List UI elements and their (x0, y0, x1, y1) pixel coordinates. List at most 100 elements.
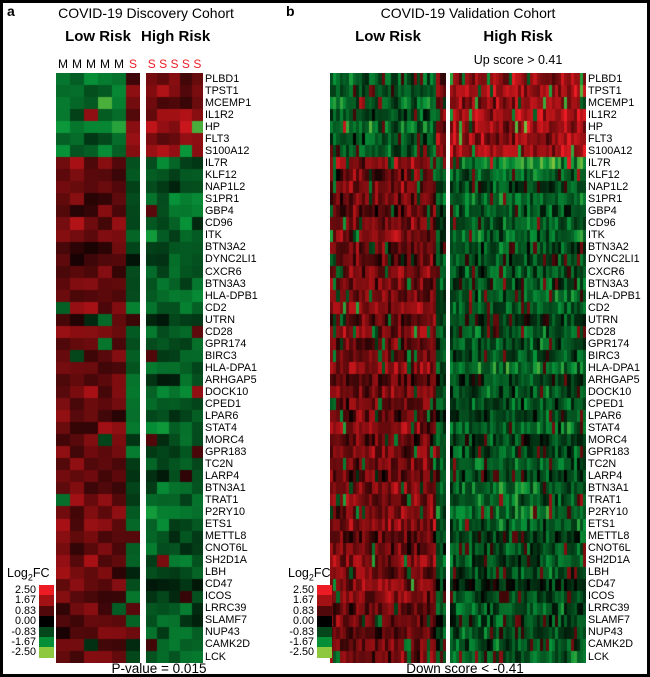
gene-label-birc3: BIRC3 (205, 349, 237, 362)
validation-low-risk-heatmap (330, 73, 446, 663)
validation-high-risk-heatmap (450, 73, 586, 663)
gene-label-tc2n: TC2N (205, 458, 234, 471)
gene-label-hla-dpa1: HLA-DPA1 (588, 361, 641, 374)
panel-b-low-risk-label: Low Risk (355, 28, 421, 45)
gene-label-flt3: FLT3 (588, 133, 613, 146)
legend-color-block (39, 605, 54, 617)
gene-label-nap1l2: NAP1L2 (205, 181, 246, 194)
gene-label-ets1: ETS1 (588, 518, 616, 531)
gene-label-cd28: CD28 (588, 325, 616, 338)
gene-label-cd96: CD96 (205, 217, 233, 230)
legend-tick-label: 0.00 (14, 615, 36, 628)
gene-label-mettl8: METTL8 (588, 530, 630, 543)
gene-label-cd47: CD47 (205, 578, 233, 591)
legend-tick-label: -0.83 (11, 625, 36, 638)
panel-b-legend-colorbar (317, 585, 332, 658)
panel-b-up-score-annotation: Up score > 0.41 (473, 53, 563, 67)
gene-label-larp4: LARP4 (588, 470, 623, 483)
gene-label-cd96: CD96 (588, 217, 616, 230)
gene-label-cd28: CD28 (205, 325, 233, 338)
discovery-low-risk-heatmap (56, 73, 140, 663)
gene-label-stat4: STAT4 (205, 421, 237, 434)
gene-label-sh2d1a: SH2D1A (588, 554, 631, 567)
gene-label-slamf7: SLAMF7 (205, 614, 248, 627)
legend-tick-label: -0.83 (289, 625, 314, 638)
gene-label-s1pr1: S1PR1 (205, 193, 240, 206)
gene-label-lrrc39: LRRC39 (588, 602, 630, 615)
panel-b-legend-title: Log2FC (288, 566, 331, 583)
gene-label-slamf7: SLAMF7 (588, 614, 631, 627)
gene-label-arhgap5: ARHGAP5 (205, 373, 257, 386)
legend-color-block (39, 585, 54, 596)
panel-a-letter: a (7, 3, 15, 19)
gene-label-dock10: DOCK10 (588, 385, 632, 398)
gene-label-btn3a1: BTN3A1 (588, 482, 629, 495)
discovery-high-risk-heatmap (146, 73, 203, 663)
gene-label-trat1: TRAT1 (205, 494, 239, 507)
panel-a-pvalue: P-value = 0.015 (111, 661, 207, 676)
sample-label-m: M (72, 57, 82, 71)
gene-label-lpar6: LPAR6 (588, 409, 622, 422)
gene-label-hp: HP (205, 121, 220, 134)
legend-color-block (39, 595, 54, 606)
legend-color-block (39, 616, 54, 627)
gene-label-btn3a2: BTN3A2 (205, 241, 246, 254)
gene-label-cxcr6: CXCR6 (205, 265, 242, 278)
gene-label-plbd1: PLBD1 (588, 73, 623, 86)
gene-label-ets1: ETS1 (205, 518, 233, 531)
gene-label-morc4: MORC4 (588, 433, 627, 446)
gene-label-lbh: LBH (205, 566, 227, 579)
gene-label-dock10: DOCK10 (205, 385, 249, 398)
gene-label-birc3: BIRC3 (588, 349, 620, 362)
panel-a-legend-colorbar (39, 585, 54, 658)
legend-tick-label: 0.00 (292, 615, 314, 628)
sample-label-m: M (86, 57, 96, 71)
gene-label-il7r: IL7R (205, 157, 228, 170)
gene-label-itk: ITK (205, 229, 222, 242)
gene-label-hp: HP (588, 121, 603, 134)
gene-label-btn3a2: BTN3A2 (588, 241, 629, 254)
panel-b-letter: b (286, 3, 295, 19)
gene-label-flt3: FLT3 (205, 133, 230, 146)
gene-label-lck: LCK (588, 650, 610, 663)
gene-label-dync2li1: DYNC2LI1 (588, 253, 640, 266)
gene-label-tpst1: TPST1 (205, 85, 239, 98)
panel-a-title: COVID-19 Discovery Cohort (58, 5, 234, 21)
gene-label-gpr183: GPR183 (205, 445, 247, 458)
gene-label-gpr183: GPR183 (588, 445, 630, 458)
legend-color-block (317, 595, 332, 606)
legend-tick-label: -1.67 (289, 635, 314, 648)
legend-tick-label: 1.67 (14, 594, 36, 607)
panel-b-gene-labels: PLBD1 TPST1 MCEMP1 IL1R2 HP FLT3 S100A12 IL7R KL… (588, 73, 647, 663)
gene-label-camk2d: CAMK2D (205, 638, 250, 651)
gene-label-hla-dpb1: HLA-DPB1 (588, 289, 641, 302)
legend-title-suffix: FC (32, 566, 50, 580)
legend-title-suffix: FC (313, 566, 331, 580)
gene-label-gpr174: GPR174 (205, 337, 247, 350)
panel-b-legend-ticks: 2.50 1.67 0.83 0.00 -0.83 -1.67 -2.50 (283, 584, 314, 659)
gene-label-cped1: CPED1 (588, 397, 625, 410)
gene-label-p2ry10: P2RY10 (205, 506, 246, 519)
gene-label-s1pr1: S1PR1 (588, 193, 623, 206)
legend-tick-label: -2.50 (289, 646, 314, 659)
gene-label-p2ry10: P2RY10 (588, 506, 629, 519)
panel-b-title: COVID-19 Validation Cohort (380, 5, 556, 21)
sample-label-m: M (114, 57, 124, 71)
panel-b-down-score: Down score < -0.41 (406, 661, 524, 676)
gene-label-gbp4: GBP4 (205, 205, 234, 218)
legend-tick-label: -2.50 (11, 646, 36, 659)
gene-label-tpst1: TPST1 (588, 85, 622, 98)
gene-label-cnot6l: CNOT6L (588, 542, 631, 555)
gene-label-dync2li1: DYNC2LI1 (205, 253, 257, 266)
gene-label-cxcr6: CXCR6 (588, 265, 625, 278)
gene-label-icos: ICOS (588, 590, 615, 603)
gene-label-il1r2: IL1R2 (205, 109, 234, 122)
sample-label-s: S (159, 57, 168, 71)
gene-label-cnot6l: CNOT6L (205, 542, 248, 555)
gene-label-btn3a1: BTN3A1 (205, 482, 246, 495)
legend-color-block (317, 647, 332, 658)
gene-label-nup43: NUP43 (205, 626, 240, 639)
legend-title-sub: 2 (27, 572, 33, 583)
sample-label-s: S (193, 57, 202, 71)
